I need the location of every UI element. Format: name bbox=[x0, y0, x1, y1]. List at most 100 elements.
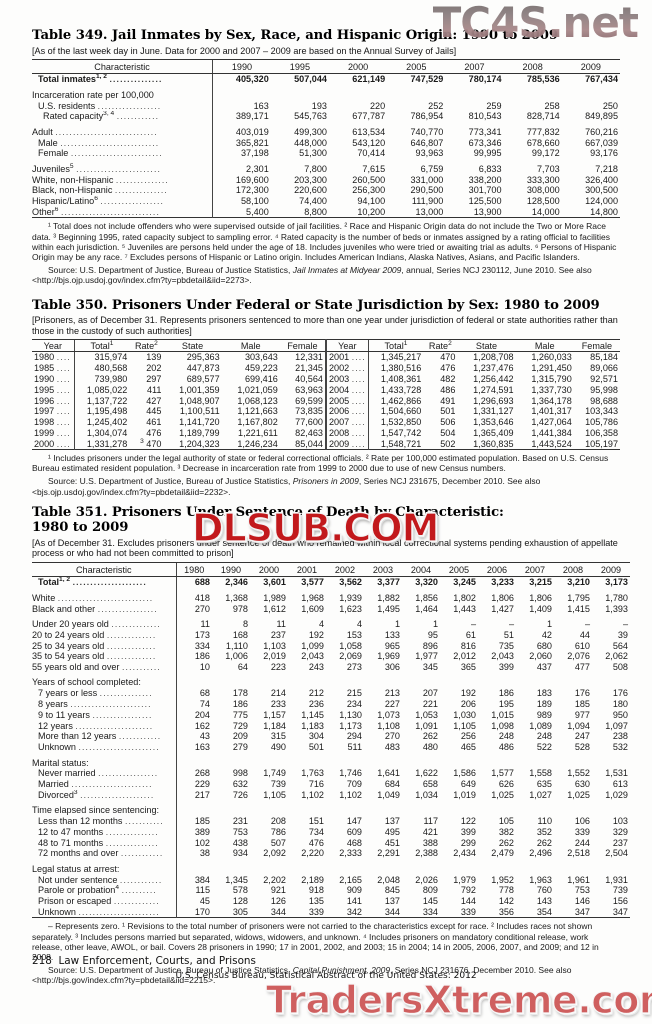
data-cell: 1,025 bbox=[491, 789, 514, 800]
data-cell: 94,100 bbox=[357, 196, 386, 207]
data-cell-male: 1,291,450 bbox=[531, 363, 572, 374]
row-label: 2008 .... bbox=[324, 427, 369, 439]
footnote-marker: 4 bbox=[115, 884, 120, 892]
leader-dots: .... bbox=[351, 373, 366, 384]
data-cell: 250 bbox=[602, 100, 618, 111]
leader-dots: .... bbox=[56, 427, 71, 438]
data-cell: 279 bbox=[232, 742, 248, 753]
data-cell: 1,019 bbox=[453, 789, 476, 800]
data-cell: 115 bbox=[175, 884, 212, 896]
data-cell: 262 bbox=[498, 837, 514, 848]
column-header-2005: 2005 bbox=[387, 59, 446, 75]
data-cell: 221 bbox=[422, 699, 438, 710]
data-cell: 203,300 bbox=[294, 174, 327, 185]
table-row: More than 12 years ............ 43 209 315 3… bbox=[32, 731, 630, 742]
page-footer-left: 218 Law Enforcement, Courts, and Prisons bbox=[32, 955, 620, 967]
data-cell-female: 92,571 bbox=[590, 373, 618, 384]
data-cell-state: 1,256,442 bbox=[473, 373, 514, 384]
data-cell: 649 bbox=[460, 779, 476, 790]
column-header-1980: 1980 bbox=[175, 562, 212, 578]
data-cell: 635 bbox=[536, 779, 552, 790]
data-cell: 490 bbox=[270, 742, 286, 753]
column-header-state-1: State bbox=[163, 339, 222, 352]
data-cell-rate: 202 bbox=[146, 363, 162, 374]
row-label: 2004 .... bbox=[324, 384, 369, 396]
data-cell: 186 bbox=[232, 699, 248, 710]
data-cell: 382 bbox=[498, 826, 514, 837]
data-cell: 3,233 bbox=[491, 577, 514, 588]
data-cell: 204 bbox=[175, 709, 212, 721]
data-cell: 137 bbox=[384, 816, 400, 827]
data-cell: 610 bbox=[574, 640, 590, 651]
data-cell: 215 bbox=[346, 688, 362, 699]
column-header-2008: 2008 bbox=[554, 562, 592, 578]
data-cell: 209 bbox=[232, 731, 248, 742]
row-label: 1996 .... bbox=[32, 395, 74, 406]
data-cell: 244 bbox=[574, 837, 590, 848]
data-cell: 1,558 bbox=[529, 768, 552, 779]
data-cell: 896 bbox=[422, 640, 438, 651]
data-cell: 1,183 bbox=[301, 720, 324, 731]
data-cell: 2,043 bbox=[491, 651, 514, 662]
row-label: White ........................... bbox=[32, 588, 176, 603]
footnote-marker: 6 bbox=[54, 206, 59, 213]
leader-dots: .... bbox=[351, 406, 366, 417]
data-cell: 508 bbox=[612, 662, 628, 673]
data-cell: 185 bbox=[175, 815, 212, 827]
data-cell: 680 bbox=[536, 640, 552, 651]
data-cell: 1,049 bbox=[377, 789, 400, 800]
data-cell-male: 303,643 bbox=[244, 352, 278, 363]
data-cell bbox=[175, 752, 212, 768]
data-cell: 1,427 bbox=[491, 603, 514, 614]
data-cell: 1,130 bbox=[339, 709, 362, 720]
data-cell-rate: 445 bbox=[146, 406, 162, 417]
row-label-text: Divorced bbox=[38, 789, 74, 800]
data-cell bbox=[445, 85, 503, 100]
data-cell: 3,173 bbox=[605, 577, 628, 588]
data-cell-male: 459,223 bbox=[244, 363, 278, 374]
data-cell: 780,174 bbox=[468, 74, 502, 85]
data-cell: 270 bbox=[384, 731, 400, 742]
data-cell-female: 77,600 bbox=[295, 417, 323, 428]
data-cell: 176 bbox=[574, 688, 590, 699]
data-cell: 1,184 bbox=[263, 720, 286, 731]
data-cell: 172,300 bbox=[212, 184, 271, 196]
table-row: 1996 .... 1,137,722 427 1,048,907 1,068,123 6… bbox=[32, 395, 620, 406]
data-cell: 3,320 bbox=[415, 577, 438, 588]
leader-dots: .............. bbox=[111, 618, 161, 629]
data-cell: 1,749 bbox=[263, 768, 286, 779]
data-cell: 192 bbox=[308, 629, 324, 640]
data-cell: 1,939 bbox=[339, 592, 362, 603]
data-cell-male: 1,337,730 bbox=[531, 384, 572, 395]
column-header-2007: 2007 bbox=[516, 562, 554, 578]
data-cell: 1,015 bbox=[491, 709, 514, 720]
data-cell-rate: 501 bbox=[440, 406, 456, 417]
data-cell-total: 1,532,850 bbox=[367, 416, 424, 428]
data-cell: 170 bbox=[175, 906, 212, 918]
data-cell bbox=[250, 753, 288, 768]
data-cell bbox=[402, 672, 440, 687]
data-cell: 11 bbox=[276, 618, 286, 629]
data-cell: 785,536 bbox=[526, 74, 560, 85]
row-label: 1998 .... bbox=[32, 417, 74, 428]
data-cell: 10,200 bbox=[357, 206, 386, 217]
leader-dots: .......................... bbox=[70, 148, 163, 159]
leader-dots: .................. bbox=[100, 196, 165, 207]
data-cell: 934 bbox=[232, 848, 248, 859]
leader-dots: .... bbox=[56, 395, 71, 406]
data-cell: 2,301 bbox=[212, 158, 271, 175]
table-350-headnote: [Prisoners, as of December 31. Represent… bbox=[32, 315, 618, 336]
data-cell: 630 bbox=[574, 779, 590, 790]
data-cell: 144 bbox=[460, 896, 476, 907]
data-cell-state: 1,365,409 bbox=[473, 427, 514, 438]
data-cell: 14,000 bbox=[531, 206, 560, 217]
source-suffix: , Series NCJ 231675, December 2010. See … bbox=[32, 476, 541, 497]
table-350: Year Total1 Rate2 State Male Female Year Total1… bbox=[32, 339, 620, 450]
page-footer: 218 Law Enforcement, Courts, and Prisons… bbox=[32, 955, 620, 981]
data-cell: 2,069 bbox=[339, 651, 362, 662]
data-cell: 344 bbox=[270, 906, 286, 917]
data-cell: 342 bbox=[346, 906, 362, 917]
leader-dots: .... bbox=[56, 406, 71, 417]
data-cell: 626 bbox=[498, 779, 514, 790]
data-cell: 849,895 bbox=[585, 111, 618, 122]
